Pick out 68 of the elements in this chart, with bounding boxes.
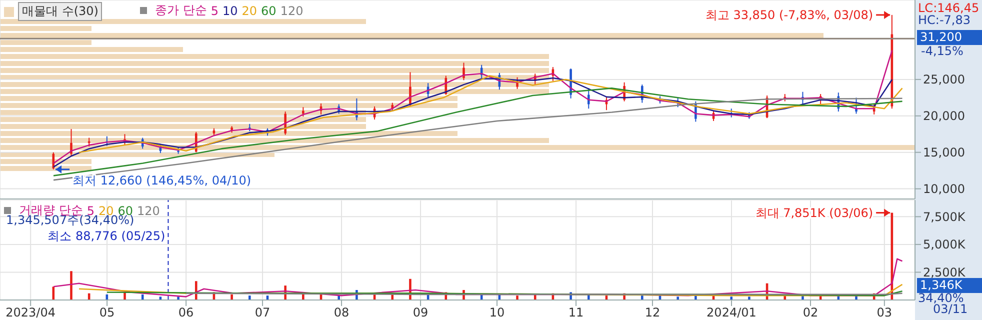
bar [0,103,458,108]
text: 03/11 [933,302,968,316]
x-tick-label: 06 [178,306,194,320]
bar [641,296,644,300]
bar [516,296,518,300]
bar [0,19,366,24]
y-tick-label: 20,000 [923,109,965,124]
text: -4,15% [921,44,964,58]
bar [730,296,733,300]
annotation: 최저 12,660 (146,45%, 04/10) [72,173,252,188]
text: 20 [242,4,258,18]
candlestick [462,62,465,81]
x-tick-label: 07 [254,306,270,320]
y-tick-label: 2,500K [923,265,966,280]
text: 31,200 [917,30,982,45]
bar [0,54,549,59]
text: HC:-7,83 [918,13,970,27]
line-series [52,50,893,164]
bar [0,124,366,129]
y-tick-label: 25,000 [923,72,965,87]
bar [52,286,55,300]
x-tick-label: 08 [334,306,350,320]
legend-label: 매물대 수(30) [18,2,102,21]
y-tick-label: 10,000 [923,182,965,196]
bar [676,296,679,300]
bar [0,159,92,164]
annotation: 최고 33,850 (-7,83%, 03/08) [705,8,874,22]
bar [248,296,251,300]
text: 5 [210,4,218,18]
bar [0,96,458,101]
x-tick-label: 09 [412,306,428,320]
x-tick-label: 12 [644,306,660,320]
annotation: 최대 7,851K (03/06) [755,206,874,220]
line-series [78,75,903,153]
bar [748,296,750,300]
bar [0,40,92,45]
bar [0,61,549,66]
annotation: 1,345,507주(34,40%) [6,213,134,227]
bar [0,117,366,122]
x-tick-label: 03 [876,306,892,320]
text: 60 [261,4,276,18]
x-tick-label: 11 [568,306,584,320]
bar [230,294,233,300]
x-tick-label: 2023/04 [6,306,56,320]
x-tick-label: 02 [802,306,818,320]
bar [70,271,72,300]
x-tick-label: 2024/01 [706,306,756,320]
x-tick-label: 10 [489,306,505,320]
text: 120 [137,204,160,218]
text: LC:146,45 [918,1,980,15]
text: 1,346K [917,278,982,293]
ref-line-label: 최소 88,776 (05/25) [48,229,166,243]
bar [0,47,183,52]
bar [0,26,92,31]
x-tick-label: 05 [99,306,115,320]
text: 120 [280,4,304,18]
bar [177,296,180,300]
line-series [52,88,903,176]
candlestick [409,72,412,107]
legend-title: 종가 단순 [155,2,207,19]
bar [0,33,824,38]
text: 34,40% [918,291,964,305]
y-tick-label: 15,000 [923,146,965,160]
y-tick-label: 7,500K [923,210,966,224]
candlestick [52,152,55,170]
y-tick-label: 5,000K [923,238,966,252]
text: 10 [222,4,238,18]
candlestick [302,106,304,118]
